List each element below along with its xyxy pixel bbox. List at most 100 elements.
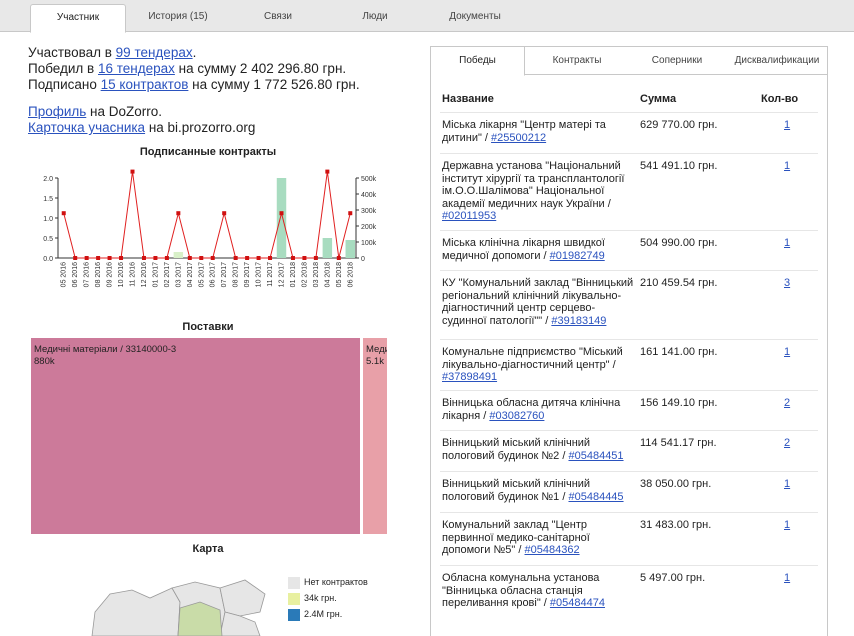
tab-contracts[interactable]: Контракты bbox=[552, 55, 602, 66]
chart-point bbox=[245, 256, 250, 260]
won-line: Победил в 16 тендерах на сумму 2 402 296… bbox=[28, 61, 360, 77]
legend-item-low: 34k грн. bbox=[288, 590, 368, 606]
customer-name-text: Вінницький міський клінічний пологовий б… bbox=[442, 437, 591, 462]
x-tick-label: 08 2016 bbox=[95, 262, 102, 287]
win-count-link[interactable]: 3 bbox=[784, 277, 791, 289]
win-count-link[interactable]: 1 bbox=[784, 572, 791, 584]
win-sum: 5 497.00 грн. bbox=[640, 572, 706, 584]
tab-competitors[interactable]: Соперники bbox=[651, 55, 703, 66]
chart-series-line bbox=[63, 171, 351, 259]
tab-links[interactable]: Связи bbox=[263, 11, 292, 22]
customer-name-text: Обласна комунальна установа "Вінницька о… bbox=[442, 572, 600, 609]
tab-people[interactable]: Люди bbox=[362, 11, 388, 22]
profile-link[interactable]: Профиль bbox=[28, 104, 87, 119]
won-suffix: на сумму 2 402 296.80 грн. bbox=[174, 61, 347, 76]
customer-name: Комунальний заклад "Центр первинної меди… bbox=[442, 519, 634, 557]
y-tick-label-right: 300k bbox=[361, 208, 377, 215]
customer-code-link[interactable]: #05484474 bbox=[549, 597, 605, 609]
results-panel: Победы Контракты Соперники Дисквалификац… bbox=[430, 46, 828, 636]
table-row: Вінницький міський клінічний пологовий б… bbox=[440, 471, 818, 512]
treemap-cell-small-value: 5.1k bbox=[366, 356, 384, 367]
top-tab-bar: Участник История (15) Связи Люди Докумен… bbox=[0, 0, 854, 33]
customer-code-link[interactable]: #39183149 bbox=[551, 314, 607, 327]
legend-label: Нет контрактов bbox=[304, 577, 368, 587]
card-suffix: на bi.prozorro.org bbox=[145, 120, 256, 135]
customer-name-text: КУ "Комунальний заклад "Вінницький регіо… bbox=[442, 277, 634, 327]
chart-point bbox=[61, 211, 66, 216]
participated-prefix: Участвовал в bbox=[28, 45, 116, 60]
customer-code-link[interactable]: #03082760 bbox=[489, 409, 545, 422]
win-count-link[interactable]: 2 bbox=[784, 397, 791, 409]
x-tick-label: 06 2017 bbox=[210, 262, 217, 287]
col-header-count[interactable]: Кол-во bbox=[761, 93, 799, 105]
win-count-link[interactable]: 1 bbox=[784, 519, 791, 531]
signed-line: Подписано 15 контрактов на сумму 1 772 5… bbox=[28, 77, 360, 93]
supplies-treemap: Медичні матеріали / 33140000-3 880k Меди… bbox=[30, 337, 388, 535]
treemap-cell-main-value: 880k bbox=[34, 356, 55, 367]
win-sum: 31 483.00 грн. bbox=[640, 519, 712, 531]
x-tick-label: 02 2018 bbox=[301, 262, 308, 287]
x-tick-label: 06 2018 bbox=[347, 262, 354, 287]
col-header-name[interactable]: Название bbox=[442, 93, 494, 105]
customer-code-link[interactable]: #25500212 bbox=[491, 131, 547, 144]
chart-point bbox=[336, 256, 341, 260]
participated-tenders-link[interactable]: 99 тендерах bbox=[115, 45, 193, 60]
customer-code-link[interactable]: #05484362 bbox=[524, 544, 580, 556]
win-count-link[interactable]: 1 bbox=[784, 478, 791, 490]
profile-suffix: на DoZorro. bbox=[86, 104, 163, 119]
tab-disqualifications[interactable]: Дисквалификации bbox=[734, 55, 820, 66]
y-tick-label-right: 0 bbox=[361, 256, 365, 263]
x-tick-label: 05 2017 bbox=[198, 262, 205, 287]
legend-label: 2.4M грн. bbox=[304, 609, 343, 619]
col-header-sum[interactable]: Сумма bbox=[640, 93, 677, 105]
y-tick-label-left: 1.5 bbox=[43, 196, 53, 203]
customer-code-link[interactable]: #37898491 bbox=[442, 371, 498, 383]
tab-documents[interactable]: Документы bbox=[449, 11, 501, 22]
signed-prefix: Подписано bbox=[28, 77, 101, 92]
treemap-cell-small[interactable]: Меди 5.1k bbox=[362, 337, 388, 535]
customer-code-link[interactable]: #05484445 bbox=[568, 490, 624, 503]
y-tick-label-right: 400k bbox=[361, 192, 377, 199]
x-tick-label: 03 2018 bbox=[313, 262, 320, 287]
chart-point bbox=[164, 256, 169, 260]
tab-wins[interactable]: Победы bbox=[431, 47, 525, 76]
win-count-link[interactable]: 2 bbox=[784, 437, 791, 449]
x-tick-label: 10 2016 bbox=[118, 262, 125, 287]
chart-point bbox=[290, 256, 295, 260]
customer-code-link[interactable]: #02011953 bbox=[442, 210, 497, 222]
x-tick-label: 07 2016 bbox=[84, 262, 91, 287]
chart-bar bbox=[276, 178, 287, 258]
customer-code-link[interactable]: #01982749 bbox=[549, 249, 605, 262]
customer-name: Вінницький міський клінічний пологовий б… bbox=[442, 437, 634, 462]
tab-participant[interactable]: Участник bbox=[30, 4, 126, 33]
won-tenders-link[interactable]: 16 тендерах bbox=[97, 61, 175, 76]
participant-card-link[interactable]: Карточка учасника bbox=[28, 120, 146, 135]
table-row: Державна установа "Національний інститут… bbox=[440, 153, 818, 230]
x-tick-label: 09 2017 bbox=[244, 262, 251, 287]
table-row: Вінницька обласна дитяча клінічна лікарн… bbox=[440, 390, 818, 430]
customer-name: Міська клінічна лікарня швидкої медичної… bbox=[442, 237, 634, 262]
y-tick-label-right: 200k bbox=[361, 224, 377, 231]
win-count-link[interactable]: 1 bbox=[784, 346, 791, 358]
chart-point bbox=[302, 256, 307, 260]
table-row: Комунальний заклад "Центр первинної меди… bbox=[440, 512, 818, 565]
win-count-link[interactable]: 1 bbox=[784, 237, 791, 249]
chart-point bbox=[233, 256, 238, 260]
x-tick-label: 05 2016 bbox=[61, 262, 68, 287]
customer-name: Комунальне підприємство "Міський лікувал… bbox=[442, 346, 634, 384]
supplies-title: Поставки bbox=[182, 321, 234, 333]
map-region bbox=[91, 587, 181, 636]
win-count-link[interactable]: 1 bbox=[784, 119, 791, 131]
external-links: Профиль на DoZorro. Карточка учасника на… bbox=[28, 104, 255, 136]
chart-point bbox=[176, 211, 181, 216]
customer-code-link[interactable]: #05484451 bbox=[568, 449, 624, 462]
x-tick-label: 06 2016 bbox=[72, 262, 79, 287]
y-tick-label-left: 0.5 bbox=[43, 236, 53, 243]
legend-swatch bbox=[288, 608, 300, 621]
win-count-link[interactable]: 1 bbox=[784, 160, 791, 172]
signed-contracts-link[interactable]: 15 контрактов bbox=[100, 77, 189, 92]
tab-history[interactable]: История (15) bbox=[148, 11, 208, 22]
x-tick-label: 02 2017 bbox=[164, 262, 171, 287]
treemap-cell-main[interactable]: Медичні матеріали / 33140000-3 880k bbox=[30, 337, 361, 535]
win-sum: 504 990.00 грн. bbox=[640, 237, 718, 249]
